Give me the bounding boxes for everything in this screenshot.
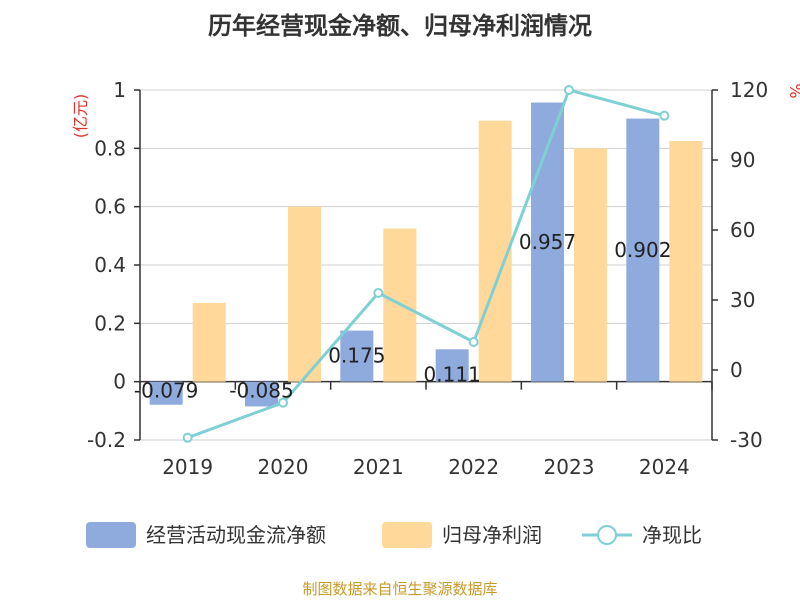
- left-tick-label: 0.2: [94, 311, 126, 335]
- cash-flow-value-label: 0.175: [328, 344, 385, 368]
- ratio-point: [278, 397, 288, 408]
- cash-flow-bar: [340, 330, 374, 382]
- chart-title: 历年经营现金净额、归母净利润情况: [208, 12, 592, 40]
- profit-bar: [478, 120, 512, 382]
- right-tick-label: 60: [730, 218, 755, 242]
- left-tick-label: 0: [113, 370, 126, 394]
- right-tick-label: 120: [730, 78, 768, 102]
- legend-cash-label: 经营活动现金流净额: [146, 523, 326, 547]
- cash-flow-bars: [149, 102, 660, 407]
- profit-bar: [669, 141, 703, 382]
- legend-profit-label: 归母净利润: [442, 523, 542, 547]
- right-tick-label: 30: [730, 288, 755, 312]
- legend: 经营活动现金流净额 归母净利润 净现比: [86, 522, 702, 548]
- cash-flow-value-label: 0.111: [424, 362, 481, 386]
- grid-lines: [140, 89, 712, 441]
- cash-flow-bar: [435, 349, 469, 382]
- x-tick-label: 2021: [353, 455, 404, 479]
- legend-ratio-marker: [597, 525, 617, 545]
- x-axis-ticks: 2019 2020 2021 2022 2023 2024: [162, 455, 690, 479]
- left-tick-label: 0.6: [94, 195, 126, 219]
- right-tick-label: -30: [730, 428, 763, 452]
- right-tick-label: 0: [730, 358, 743, 382]
- ratio-polyline: [187, 88, 665, 440]
- right-axis-ticks: 120 90 60 30 0 -30: [730, 78, 768, 452]
- left-tick-label: 0.4: [94, 253, 126, 277]
- legend-ratio-label: 净现比: [642, 523, 702, 547]
- axes: [134, 89, 718, 441]
- ratio-point: [373, 288, 384, 298]
- x-tick-label: 2019: [162, 455, 213, 479]
- cash-flow-value-label: 0.902: [614, 238, 671, 262]
- profit-bar: [192, 302, 226, 382]
- data-labels: -0.079 -0.085 0.175 0.111 0.957 0.902: [134, 230, 672, 403]
- legend-cash-swatch: [86, 522, 136, 548]
- cash-flow-value-label: -0.079: [134, 379, 198, 403]
- ratio-point: [659, 110, 670, 121]
- left-tick-label: 0.8: [94, 136, 126, 160]
- left-axis-unit: (亿元): [71, 94, 90, 139]
- profit-bar: [574, 148, 607, 382]
- x-tick-label: 2023: [544, 455, 595, 479]
- cash-flow-value-label: -0.085: [229, 379, 293, 403]
- ratio-point: [564, 85, 574, 95]
- left-tick-label: 1: [113, 78, 126, 102]
- left-axis-ticks: 1 0.8 0.6 0.4 0.2 0 -0.2: [87, 78, 126, 452]
- ratio-point: [182, 432, 193, 443]
- source-note: 制图数据来自恒生聚源数据库: [302, 580, 498, 598]
- cash-flow-bar: [149, 381, 183, 405]
- cash-flow-value-label: 0.957: [519, 230, 576, 254]
- right-axis-unit: %: [786, 83, 800, 98]
- x-tick-label: 2020: [258, 455, 309, 479]
- x-tick-label: 2022: [448, 455, 499, 479]
- cash-flow-bar: [626, 118, 660, 382]
- ratio-point: [468, 337, 479, 347]
- left-tick-label: -0.2: [87, 428, 126, 452]
- profit-bar: [288, 206, 321, 382]
- x-tick-label: 2024: [639, 455, 690, 479]
- ratio-line: [182, 85, 670, 443]
- right-tick-label: 90: [730, 148, 755, 172]
- cash-flow-bar: [245, 381, 278, 407]
- legend-profit-swatch: [382, 522, 432, 548]
